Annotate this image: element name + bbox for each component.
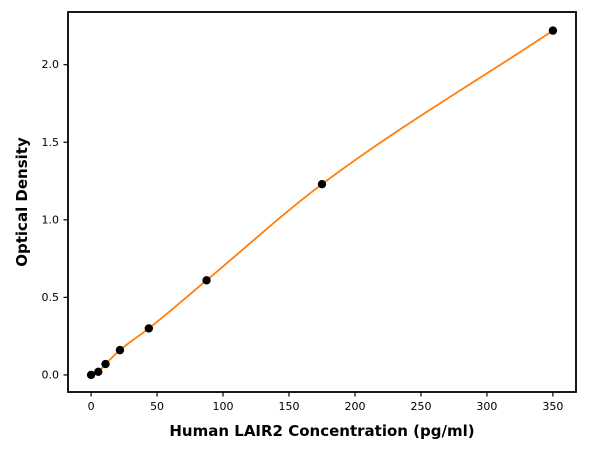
y-tick-label: 1.5	[42, 136, 60, 149]
data-point	[144, 324, 154, 333]
x-tick-label: 150	[279, 400, 300, 413]
data-point	[317, 179, 327, 189]
y-tick-label: 0.0	[42, 368, 60, 381]
x-tick-label: 50	[150, 400, 164, 413]
data-point	[115, 345, 125, 355]
y-axis-label: Optical Density	[13, 137, 31, 267]
data-point	[101, 359, 110, 369]
x-tick-label: 0	[88, 400, 95, 413]
data-point	[94, 367, 103, 377]
data-point	[548, 26, 558, 35]
x-axis-label: Human LAIR2 Concentration (pg/ml)	[169, 422, 475, 440]
x-tick-label: 350	[542, 400, 563, 413]
x-tick-label: 100	[213, 400, 234, 413]
y-tick-label: 0.5	[42, 291, 60, 304]
x-tick-label: 250	[410, 400, 431, 413]
plot-frame	[67, 11, 577, 393]
x-tick-label: 200	[344, 400, 365, 413]
fit-curve	[90, 29, 554, 376]
data-point	[202, 276, 211, 285]
x-tick-label: 300	[476, 400, 497, 413]
data-point	[86, 370, 96, 380]
y-tick-label: 1.0	[42, 213, 60, 226]
y-tick-label: 2.0	[42, 58, 60, 71]
